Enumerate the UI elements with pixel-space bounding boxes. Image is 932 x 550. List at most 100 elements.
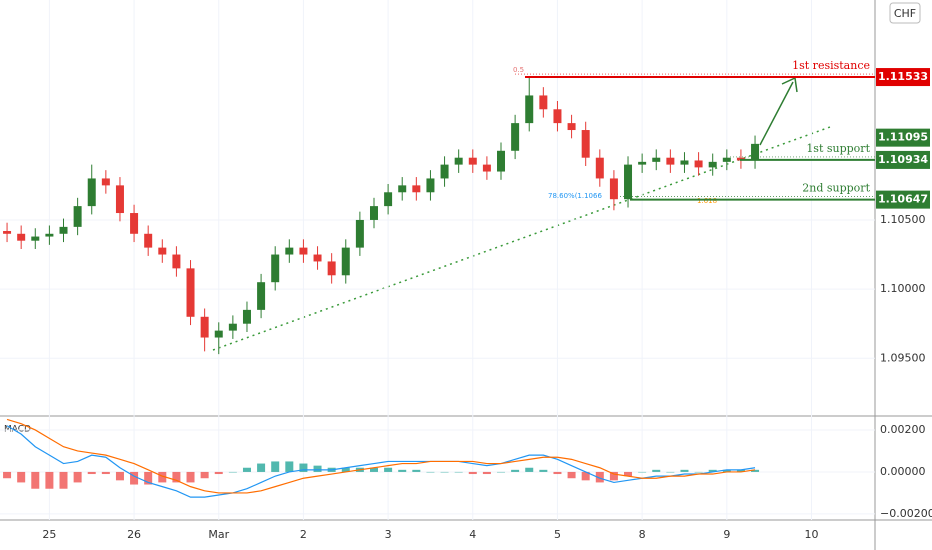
candle-body	[581, 130, 590, 158]
x-tick-label: 9	[723, 528, 730, 541]
macd-histogram-bar	[172, 471, 181, 483]
candle-body	[426, 178, 435, 193]
candle-body	[200, 316, 209, 338]
macd-histogram-bar	[440, 471, 449, 473]
candle-body	[652, 157, 661, 162]
level-badge	[876, 68, 930, 87]
level-name: 1st support	[806, 142, 870, 155]
candle-body	[101, 178, 110, 186]
level-price: 1.11533	[878, 70, 928, 83]
x-tick-label: 5	[554, 528, 561, 541]
level-name: 1st resistance	[792, 59, 870, 72]
macd-histogram-bar	[257, 463, 266, 472]
fib-label: 78.60%(1.1066	[548, 192, 602, 200]
last-price-badge	[876, 128, 930, 147]
candle-body	[144, 233, 153, 248]
macd-histogram-bar	[694, 471, 703, 473]
macd-histogram-bar	[384, 467, 393, 472]
fib-label: 1.618	[697, 197, 717, 205]
candle-body	[257, 282, 266, 310]
macd-histogram-bar	[511, 469, 520, 472]
x-tick-label: 2	[300, 528, 307, 541]
x-tick-label: 8	[639, 528, 646, 541]
macd-histogram-bar	[751, 469, 760, 472]
projection-arrow	[759, 81, 794, 146]
macd-histogram-bar	[553, 471, 562, 475]
candle-body	[638, 161, 647, 165]
candle-body	[59, 226, 68, 234]
macd-histogram-bar	[186, 471, 195, 483]
fib-label: 0.5	[513, 66, 524, 74]
x-tick-label: 3	[385, 528, 392, 541]
macd-histogram-bar	[369, 467, 378, 472]
candle-body	[497, 150, 506, 172]
macd-line	[6, 418, 756, 494]
candle-body	[87, 178, 96, 207]
x-tick-label: 26	[127, 528, 141, 541]
macd-histogram-bar	[59, 471, 68, 489]
macd-histogram-bar	[609, 471, 618, 481]
symbol: CHF	[894, 7, 916, 20]
macd-histogram-bar	[17, 471, 26, 483]
macd-histogram-bar	[3, 471, 12, 479]
macd-histogram-bar	[341, 467, 350, 472]
candle-body	[454, 157, 463, 165]
candle-body	[384, 192, 393, 207]
level-badge	[876, 190, 930, 209]
candle-body	[412, 185, 421, 193]
candle-body	[186, 268, 195, 317]
macd-histogram-bar	[228, 471, 237, 473]
candle-body	[609, 178, 618, 200]
level-price: 1.10934	[878, 153, 928, 166]
candle-body	[722, 157, 731, 162]
macd-histogram-bar	[45, 471, 54, 489]
candle-body	[172, 254, 181, 269]
candle-body	[3, 231, 12, 234]
macd-histogram-bar	[101, 471, 110, 475]
candle-body	[751, 143, 760, 161]
macd-histogram-bar	[539, 469, 548, 472]
last-price: 1.11095	[878, 131, 928, 144]
x-tick-label: 10	[804, 528, 818, 541]
y-tick-label: 1.10500	[880, 213, 926, 226]
macd-histogram-bar	[708, 469, 717, 472]
candle-body	[299, 247, 308, 255]
candle-body	[228, 323, 237, 331]
y2-tick-label: 0.00200	[880, 423, 926, 436]
macd-histogram-bar	[31, 471, 40, 489]
candle-body	[708, 161, 717, 168]
candle-body	[694, 160, 703, 168]
candle-body	[31, 236, 40, 241]
x-tick-label: Mar	[208, 528, 229, 541]
macd-histogram-bar	[581, 471, 590, 481]
candle-body	[313, 254, 322, 262]
candle-body	[680, 160, 689, 165]
macd-histogram-bar	[567, 471, 576, 479]
macd-histogram-bar	[722, 469, 731, 472]
macd-histogram-bar	[497, 471, 506, 473]
macd-histogram-bar	[299, 463, 308, 472]
macd-histogram-bar	[595, 471, 604, 483]
candle-body	[539, 95, 548, 110]
level-price: 1.10647	[878, 193, 928, 206]
candle-body	[595, 157, 604, 179]
macd-histogram-bar	[158, 471, 167, 483]
macd-histogram-bar	[680, 469, 689, 472]
candle-body	[369, 206, 378, 220]
candle-body	[624, 164, 633, 200]
macd-line	[6, 425, 756, 498]
macd-histogram-bar	[482, 471, 491, 475]
y2-tick-label: −0.00200	[880, 507, 932, 520]
macd-histogram-bar	[468, 471, 477, 475]
macd-histogram-bar	[271, 461, 280, 472]
candle-body	[525, 95, 534, 124]
candle-body	[130, 213, 139, 234]
candle-body	[242, 309, 251, 324]
level-name: 2nd support	[802, 182, 870, 195]
candle-body	[468, 157, 477, 165]
macd-histogram-bar	[130, 471, 139, 485]
candle-body	[553, 109, 562, 124]
candle-body	[440, 164, 449, 179]
